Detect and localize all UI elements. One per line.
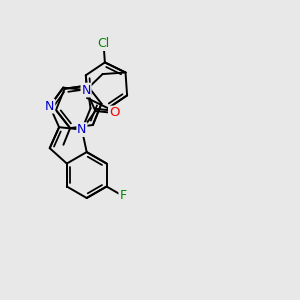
Text: O: O bbox=[109, 106, 119, 119]
Text: N: N bbox=[81, 83, 91, 97]
Text: N: N bbox=[45, 100, 54, 113]
Text: F: F bbox=[119, 189, 127, 203]
Text: N: N bbox=[77, 123, 87, 136]
Text: Cl: Cl bbox=[98, 37, 110, 50]
